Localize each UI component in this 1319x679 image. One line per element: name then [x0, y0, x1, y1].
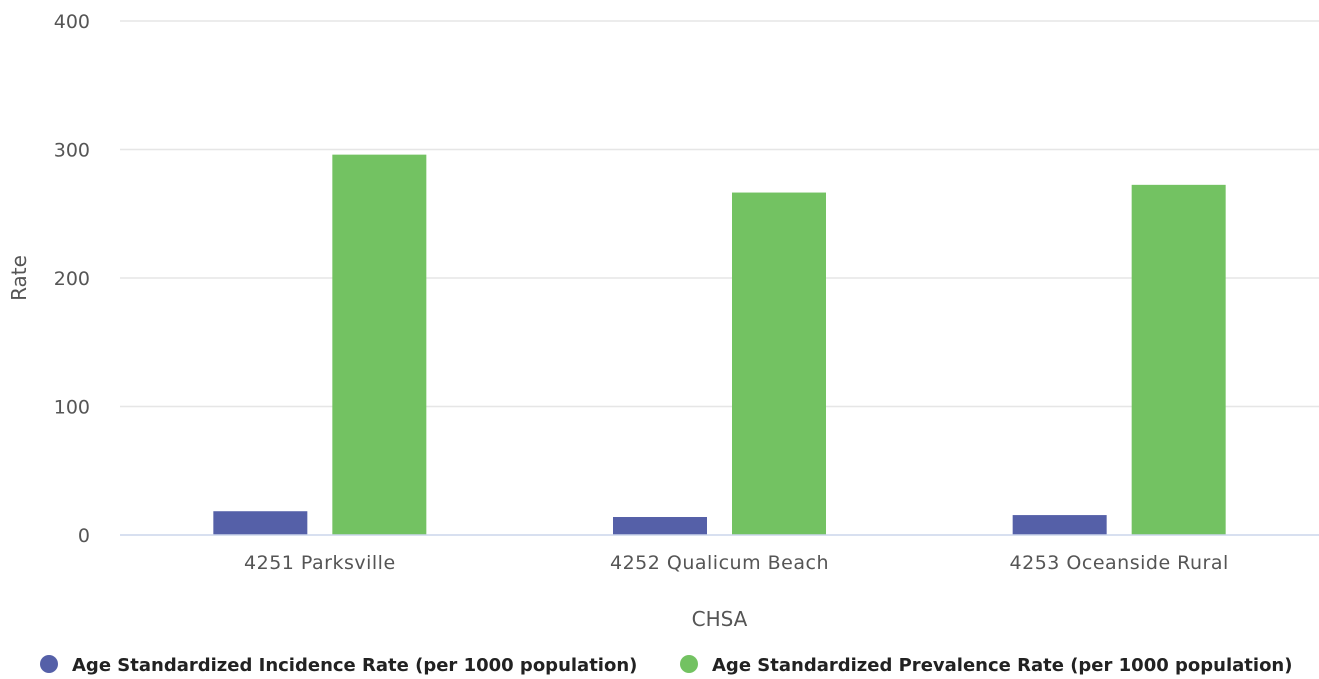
y-tick-label: 300 [54, 140, 90, 162]
bar-incidence-1[interactable] [613, 517, 707, 535]
grid-lines [120, 20, 1319, 408]
x-axis-categories: 4251 Parksville 4252 Qualicum Beach 4253 O… [244, 552, 1229, 574]
bar-prevalence-0[interactable] [332, 154, 427, 535]
y-axis-ticks: 0 100 200 300 400 [54, 11, 90, 547]
legend-marker [680, 655, 698, 673]
bar-incidence-2[interactable] [1012, 515, 1107, 535]
y-tick-label: 200 [54, 268, 90, 290]
y-axis-title: Rate [7, 255, 31, 301]
legend-item-prevalence[interactable]: Age Standardized Prevalence Rate (per 10… [680, 655, 1292, 676]
y-tick-label: 100 [54, 397, 90, 419]
x-category-label: 4251 Parksville [244, 552, 396, 574]
x-category-label: 4252 Qualicum Beach [610, 552, 829, 574]
legend-marker [40, 655, 58, 673]
y-tick-label: 400 [54, 11, 90, 33]
x-axis-title: CHSA [692, 607, 748, 631]
legend-item-incidence[interactable]: Age Standardized Incidence Rate (per 100… [40, 655, 637, 676]
bars [213, 154, 1226, 536]
legend-label: Age Standardized Incidence Rate (per 100… [72, 655, 637, 676]
y-tick-label: 0 [78, 525, 90, 547]
legend[interactable]: Age Standardized Incidence Rate (per 100… [40, 655, 1292, 676]
legend-label: Age Standardized Prevalence Rate (per 10… [712, 655, 1292, 676]
bar-prevalence-1[interactable] [732, 192, 826, 536]
bar-prevalence-2[interactable] [1131, 184, 1226, 535]
bar-incidence-0[interactable] [213, 511, 308, 535]
x-category-label: 4253 Oceanside Rural [1010, 552, 1229, 574]
